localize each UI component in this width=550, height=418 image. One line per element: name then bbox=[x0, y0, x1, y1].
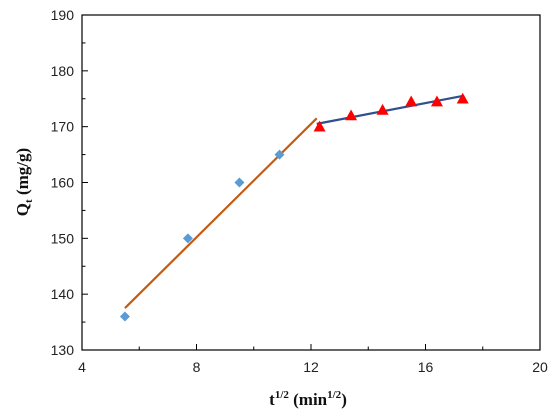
y-axis-title: Qt (mg/g) bbox=[13, 148, 35, 216]
data-point-series-1 bbox=[274, 149, 285, 160]
y-tick-label: 130 bbox=[51, 342, 75, 358]
data-point-series-2 bbox=[376, 103, 389, 115]
x-tick-label: 12 bbox=[303, 359, 319, 375]
tick-labels: 4 8 12 16 20 130 140 150 160 170 180 190 bbox=[51, 7, 548, 375]
y-tick-label: 160 bbox=[51, 175, 75, 191]
fit-line-2 bbox=[316, 94, 463, 125]
data-point-series-2 bbox=[430, 95, 443, 107]
fit-lines bbox=[124, 94, 463, 309]
x-tick-label: 8 bbox=[193, 359, 201, 375]
data-points bbox=[119, 92, 469, 322]
data-point-series-1 bbox=[234, 177, 245, 188]
fit-line-1 bbox=[124, 117, 318, 309]
x-axis-title: t1/2 (min1/2) bbox=[269, 389, 347, 409]
y-tick-label: 140 bbox=[51, 286, 75, 302]
data-point-series-1 bbox=[182, 233, 193, 244]
x-tick-label: 20 bbox=[532, 359, 548, 375]
y-tick-label: 190 bbox=[51, 7, 75, 23]
data-point-series-2 bbox=[405, 95, 418, 107]
y-tick-label: 150 bbox=[51, 230, 75, 246]
y-tick-label: 180 bbox=[51, 63, 75, 79]
axes bbox=[81, 14, 541, 351]
y-tick-label: 170 bbox=[51, 119, 75, 135]
x-tick-label: 16 bbox=[418, 359, 434, 375]
x-tick-label: 4 bbox=[78, 359, 86, 375]
plot-frame bbox=[81, 14, 541, 351]
data-point-series-2 bbox=[345, 109, 358, 121]
data-point-series-2 bbox=[456, 92, 469, 104]
data-point-series-1 bbox=[119, 311, 130, 322]
data-point-series-2 bbox=[313, 120, 326, 132]
